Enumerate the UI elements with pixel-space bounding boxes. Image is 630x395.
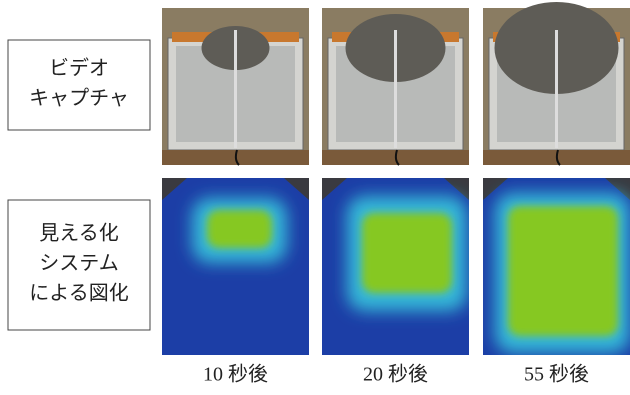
caption: 55 秒後 [524,363,589,386]
photo [162,8,309,165]
heat-layer [162,178,309,355]
heat-layer [483,178,630,355]
caption: 10 秒後 [203,363,268,386]
figure: ビデオキャプチャ見える化システムによる図化 10 秒後 20 秒後 55 秒後 [0,0,630,390]
heatmap [483,178,630,355]
heatmap [162,178,309,355]
heat-inner [508,206,618,336]
heat-layer [322,178,469,355]
heatmap [322,178,469,355]
photo [483,2,630,165]
label-box [8,40,150,130]
row-label: システム [39,253,118,275]
row-label: ビデオ [49,57,109,80]
row-label: による図化 [29,282,128,305]
row-label: キャプチャ [29,88,129,110]
caption: 20 秒後 [363,363,428,386]
heat-inner [362,213,452,293]
photo [322,8,469,165]
row-label: 見える化 [39,222,118,245]
heat-inner [207,210,272,248]
